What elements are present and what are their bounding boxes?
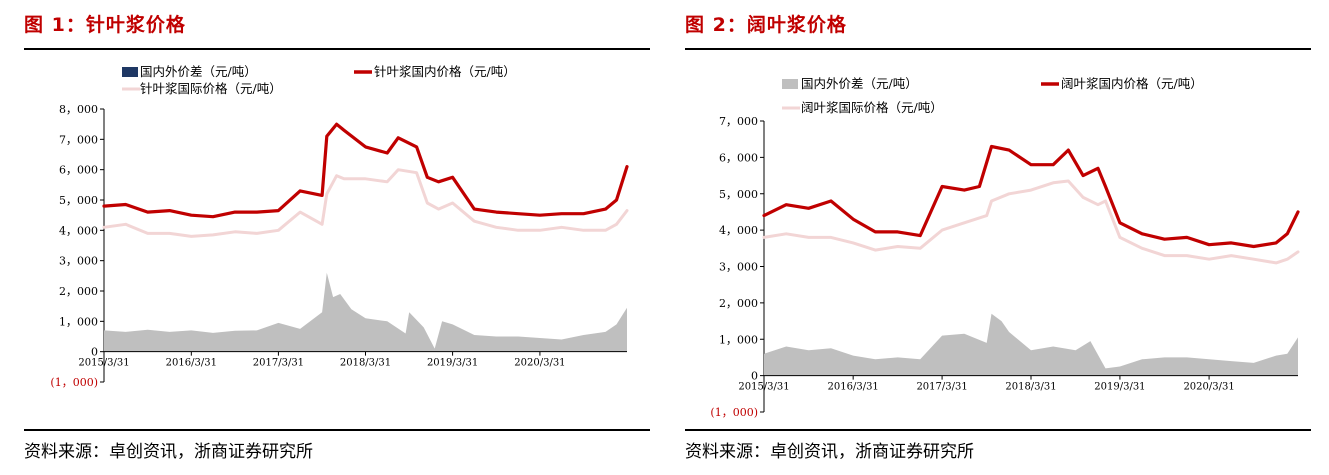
y-tick-label: 7，000 bbox=[719, 115, 758, 128]
y-tick-label: 1，000 bbox=[59, 315, 98, 328]
y-tick-label: 3，000 bbox=[719, 261, 758, 274]
legend-label: 阔叶浆国内价格（元/吨） bbox=[1061, 76, 1203, 91]
series-line-international-price bbox=[762, 179, 1300, 265]
x-tick-label: 2017/3/31 bbox=[253, 358, 304, 369]
series-area-price-spread bbox=[764, 313, 1298, 376]
y-tick-label: 5，000 bbox=[59, 194, 98, 207]
x-tick-label: 2016/3/31 bbox=[828, 382, 879, 393]
chart-panel-hardwood: 图 2：阔叶浆价格 7，000 6，000 5，000 4，000 3，000 2，000… bbox=[685, 0, 1311, 475]
y-tick-label: 4，000 bbox=[719, 224, 758, 237]
y-tick-label: 3，000 bbox=[59, 255, 98, 268]
series-line-international-price bbox=[102, 168, 629, 238]
y-tick-label: 4，000 bbox=[59, 224, 98, 237]
legend-swatch-spread bbox=[782, 79, 798, 89]
y-tick-label: 6，000 bbox=[719, 151, 758, 164]
x-tick-label: 2020/3/31 bbox=[1183, 382, 1234, 393]
y-tick-label: 6，000 bbox=[59, 164, 98, 177]
source-divider bbox=[24, 429, 650, 431]
y-tick-label: 7，000 bbox=[59, 133, 98, 146]
x-tick-label: 2017/3/31 bbox=[916, 382, 967, 393]
legend-label: 阔叶浆国际价格（元/吨） bbox=[801, 100, 943, 115]
y-tick-label: 8，000 bbox=[59, 103, 98, 116]
x-tick-label: 2015/3/31 bbox=[738, 382, 789, 393]
y-tick-label: (1，000) bbox=[710, 406, 758, 419]
legend-label: 针叶浆国际价格（元/吨） bbox=[140, 81, 282, 96]
softwood-pulp-price-chart: 8，000 7，000 6，000 5，000 4，000 3，000 2，000 1，000… bbox=[50, 64, 629, 389]
y-tick-label: 0 bbox=[91, 346, 98, 359]
source-divider bbox=[685, 429, 1311, 431]
y-tick-label: 0 bbox=[751, 370, 758, 383]
chart-panel-softwood: 图 1：针叶浆价格 8，000 7，000 6，000 5，000 4，000 3，000… bbox=[24, 0, 650, 475]
y-tick-label: 2，000 bbox=[59, 285, 98, 298]
title-divider bbox=[24, 48, 650, 50]
source-note: 资料来源：卓创资讯，浙商证券研究所 bbox=[24, 442, 313, 462]
x-tick-label: 2019/3/31 bbox=[1094, 382, 1145, 393]
x-tick-label: 2020/3/31 bbox=[514, 358, 565, 369]
y-tick-label: 5，000 bbox=[719, 188, 758, 201]
x-tick-label: 2016/3/31 bbox=[166, 358, 217, 369]
x-tick-label: 2015/3/31 bbox=[78, 358, 129, 369]
y-tick-label: 2，000 bbox=[719, 297, 758, 310]
figure-title: 图 1：针叶浆价格 bbox=[24, 14, 186, 36]
legend-label: 针叶浆国内价格（元/吨） bbox=[374, 64, 516, 79]
x-tick-label: 2018/3/31 bbox=[1005, 382, 1056, 393]
legend-swatch-spread bbox=[122, 67, 138, 77]
series-line-domestic-price bbox=[102, 122, 629, 219]
series-area-price-spread bbox=[104, 272, 627, 352]
series-line-domestic-price bbox=[762, 144, 1300, 249]
y-tick-label: (1，000) bbox=[50, 376, 98, 389]
figure-title: 图 2：阔叶浆价格 bbox=[685, 14, 847, 36]
x-tick-label: 2018/3/31 bbox=[340, 358, 391, 369]
legend-label: 国内外价差（元/吨） bbox=[140, 64, 257, 79]
y-tick-label: 1，000 bbox=[719, 333, 758, 346]
x-tick-label: 2019/3/31 bbox=[427, 358, 478, 369]
title-divider bbox=[685, 48, 1311, 50]
hardwood-pulp-price-chart: 7，000 6，000 5，000 4，000 3，000 2，000 1，000 0 (1，0… bbox=[710, 76, 1300, 419]
source-note: 资料来源：卓创资讯，浙商证券研究所 bbox=[685, 442, 974, 462]
legend-label: 国内外价差（元/吨） bbox=[801, 76, 918, 91]
